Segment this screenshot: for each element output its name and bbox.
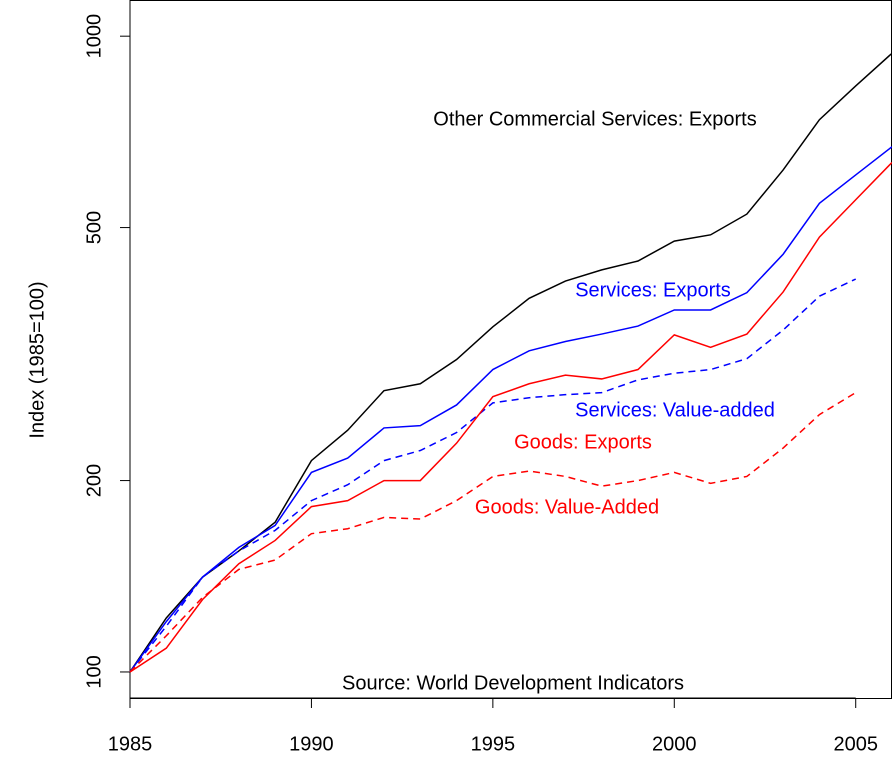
series-line [129,52,892,673]
series-line [129,278,857,673]
x-tick-label: 1995 [471,733,516,755]
series-label: Other Commercial Services: Exports [433,108,756,130]
source-note: Source: World Development Indicators [342,672,684,694]
series-label: Goods: Exports [514,431,652,453]
series-line [129,391,857,673]
y-tick-label: 100 [83,655,105,688]
y-tick-label: 1000 [83,14,105,59]
series-label: Goods: Value-Added [475,496,659,518]
series-label: Services: Value-added [575,399,775,421]
series-label: Services: Exports [575,279,731,301]
x-tick-label: 2000 [652,733,697,755]
series-line [129,146,892,673]
x-tick-label: 1990 [289,733,334,755]
y-tick-label: 500 [83,211,105,244]
x-tick-label: 2005 [833,733,878,755]
y-tick-label: 200 [83,464,105,497]
series-line [129,161,892,673]
x-tick-label: 1985 [108,733,153,755]
y-axis-label: Index (1985=100) [26,281,48,438]
plot-frame [129,0,892,699]
